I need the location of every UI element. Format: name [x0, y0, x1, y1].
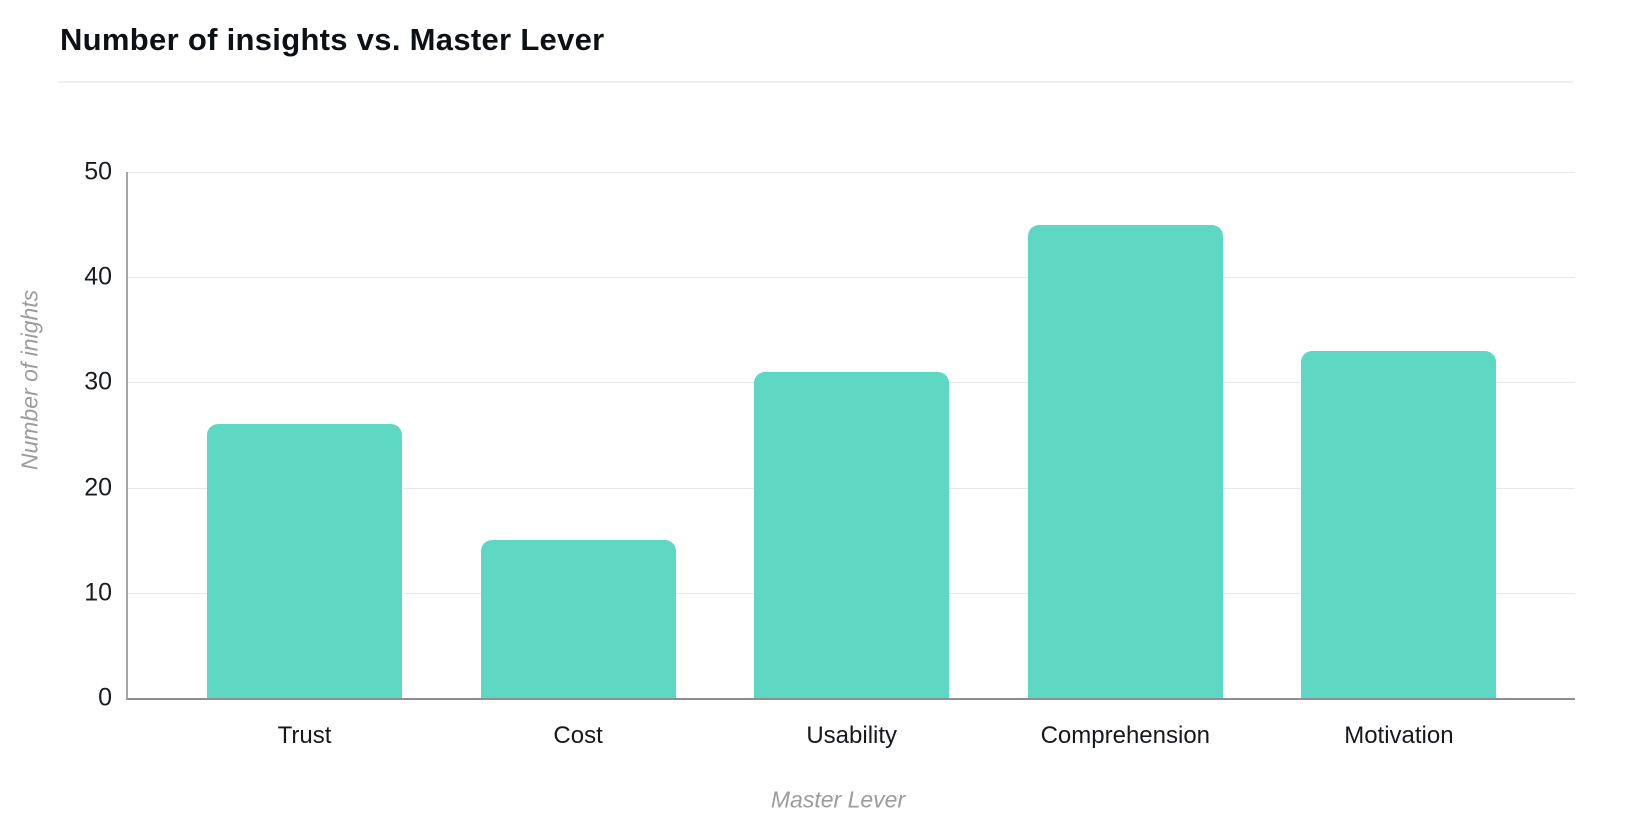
- bar-usability: [754, 371, 950, 698]
- x-tick-label-cost: Cost: [553, 722, 603, 749]
- y-tick-label-0: 0: [98, 683, 112, 712]
- bar-comprehension: [1027, 224, 1223, 698]
- y-tick-label-20: 20: [84, 473, 112, 502]
- gridline-40: [128, 277, 1575, 279]
- x-axis-title: Master Lever: [770, 786, 906, 813]
- chart-title: Number of insights vs. Master Lever: [60, 22, 605, 57]
- x-tick-label-motivation: Motivation: [1344, 722, 1454, 749]
- x-tick-label-comprehension: Comprehension: [1040, 722, 1211, 749]
- title-divider: [58, 81, 1573, 83]
- x-tick-label-usability: Usability: [806, 722, 898, 749]
- gridline-50: [128, 172, 1575, 173]
- y-tick-label-50: 50: [84, 157, 112, 186]
- bar-motivation: [1301, 350, 1497, 698]
- bar-trust: [207, 424, 402, 698]
- x-tick-label-trust: Trust: [277, 722, 332, 749]
- y-axis-title: Number of inights: [16, 289, 43, 471]
- plot-area: 0 10 20 30 40 50 Trust Cost Usability Comprehensi…: [84, 158, 1575, 749]
- bar-cost: [480, 540, 676, 698]
- y-tick-label-30: 30: [84, 367, 112, 396]
- y-tick-label-40: 40: [84, 262, 112, 291]
- y-tick-label-10: 10: [84, 578, 112, 607]
